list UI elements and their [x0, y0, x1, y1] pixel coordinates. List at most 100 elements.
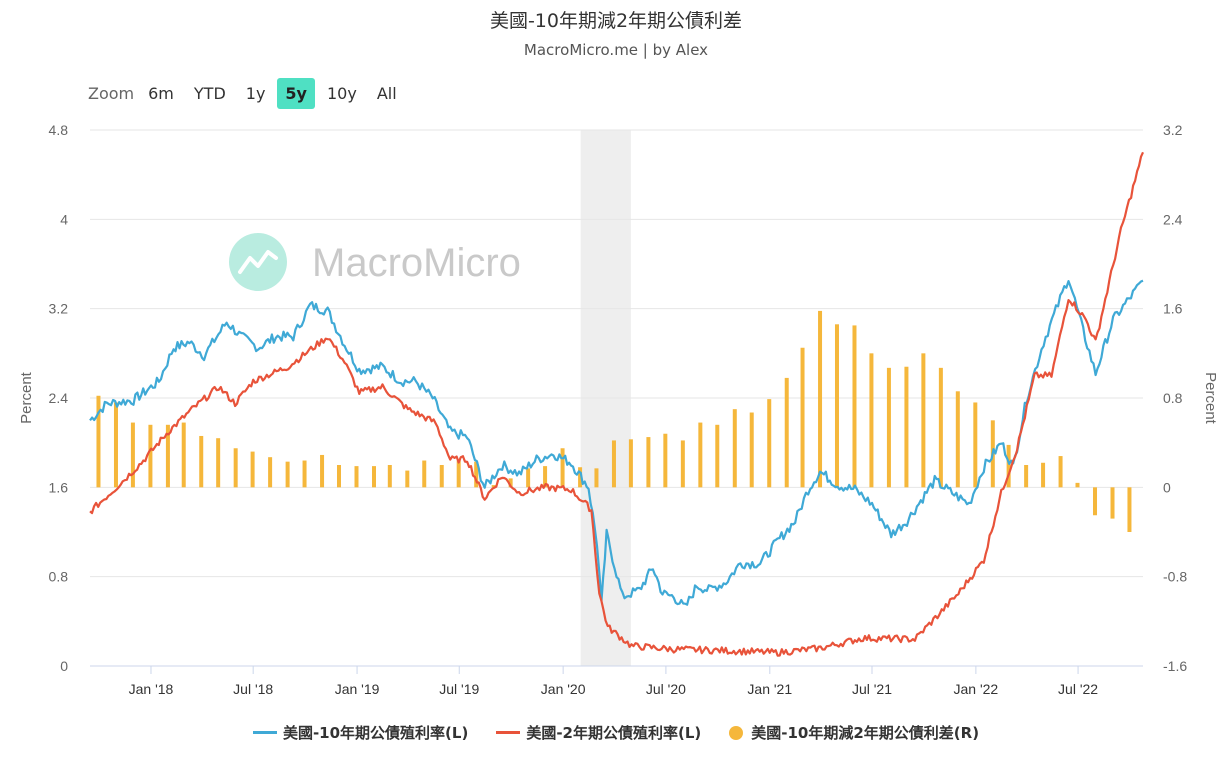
spread-bar — [216, 438, 221, 488]
spread-bar — [405, 470, 410, 488]
spread-bar — [268, 457, 273, 488]
zoom-selector: Zoom 6m YTD 1y 5y 10y All — [88, 78, 409, 109]
yield-lines — [89, 151, 1145, 657]
spread-bar — [594, 468, 599, 488]
legend-swatch-us2y — [496, 731, 521, 734]
zoom-all-button[interactable]: All — [376, 84, 397, 103]
legend-swatch-us10y — [252, 731, 277, 734]
right-axis-tick-label: -1.6 — [1163, 658, 1187, 674]
spread-bar — [1058, 456, 1063, 488]
spread-bar — [165, 424, 170, 488]
spread-bar — [474, 461, 479, 488]
spread-bar — [834, 324, 839, 488]
spread-bar — [1093, 487, 1098, 516]
legend-swatch-spread — [729, 725, 744, 740]
spread-bar — [387, 465, 392, 488]
spread-bar — [422, 460, 427, 488]
spread-bar — [938, 367, 943, 488]
spread-bar — [1041, 462, 1046, 488]
spread-bar — [526, 468, 531, 488]
spread-bar — [508, 478, 513, 488]
spread-bar — [869, 353, 874, 488]
x-axis-tick-label: Jan '21 — [747, 681, 792, 697]
x-axis-tick-label: Jan '18 — [129, 681, 174, 697]
spread-bar — [715, 424, 720, 488]
spread-bar — [784, 377, 789, 488]
spread-bar — [800, 347, 805, 488]
spread-bar — [578, 467, 583, 488]
spread-bar — [904, 366, 909, 488]
left-axis-tick-label: 0.8 — [49, 569, 69, 585]
spread-bar — [852, 325, 857, 488]
spread-bar — [181, 422, 186, 488]
x-axis-tick-label: Jul '19 — [439, 681, 479, 697]
spread-bar — [767, 399, 772, 488]
left-axis-tick-label: 2.4 — [49, 390, 69, 406]
spread-bar — [611, 440, 616, 488]
legend-item-us10y[interactable]: 美國-10年期公債殖利率(L) — [252, 722, 469, 743]
right-axis-tick-label: 2.4 — [1163, 211, 1183, 227]
right-axis-tick-label: 1.6 — [1163, 301, 1183, 317]
left-axis-tick-label: 4.8 — [49, 122, 69, 138]
spread-bar — [1075, 482, 1080, 488]
x-axis-tick-label: Jan '22 — [954, 681, 999, 697]
x-axis-tick-label: Jul '18 — [233, 681, 273, 697]
spread-bar — [1127, 487, 1132, 532]
x-axis-tick-label: Jan '19 — [335, 681, 380, 697]
right-axis-title: Percent — [1202, 372, 1219, 425]
spread-bar — [354, 466, 359, 488]
legend-item-spread[interactable]: 美國-10年期減2年期公債利差(R) — [729, 722, 979, 743]
zoom-ytd-button[interactable]: YTD — [193, 84, 226, 103]
spread-bar — [818, 310, 823, 488]
zoom-label: Zoom — [88, 84, 135, 103]
spread-bar — [628, 439, 633, 488]
spread-bar — [732, 409, 737, 488]
spread-bar — [543, 466, 548, 488]
spread-bar — [680, 440, 685, 488]
x-axis-tick-label: Jul '20 — [646, 681, 686, 697]
spread-bar — [439, 465, 444, 488]
legend: 美國-10年期公債殖利率(L) 美國-2年期公債殖利率(L) 美國-10年期減2… — [0, 722, 1232, 743]
legend-item-us2y[interactable]: 美國-2年期公債殖利率(L) — [496, 722, 701, 743]
spread-bar — [886, 367, 891, 488]
spread-bar — [1024, 465, 1029, 488]
left-axis-tick-label: 4 — [60, 211, 68, 227]
x-axis-ticks: Jan '18 Jul '18 Jan '19 Jul '19 Jan '20 Jul '… — [90, 665, 1143, 697]
spread-bars — [96, 310, 1132, 532]
spread-bar — [560, 448, 565, 488]
spread-bar — [973, 402, 978, 488]
watermark-text: MacroMicro — [312, 241, 521, 285]
spread-bar — [233, 448, 238, 488]
spread-bar — [491, 485, 496, 488]
left-axis-tick-label: 0 — [60, 658, 68, 674]
zoom-1y-button[interactable]: 1y — [245, 84, 266, 103]
spread-bar — [1006, 444, 1011, 488]
x-axis-tick-label: Jul '22 — [1058, 681, 1098, 697]
spread-bar — [456, 460, 461, 488]
spread-bar — [250, 451, 255, 488]
spread-bar — [302, 460, 307, 488]
spread-bar — [955, 391, 960, 488]
zoom-10y-button[interactable]: 10y — [326, 84, 357, 103]
left-axis-title: Percent — [18, 371, 35, 424]
chart-title: 美國-10年期減2年期公債利差 — [489, 10, 743, 32]
left-axis-tick-label: 1.6 — [49, 479, 69, 495]
chart-subtitle: MacroMicro.me | by Alex — [523, 41, 709, 59]
legend-label-spread: 美國-10年期減2年期公債利差(R) — [751, 724, 980, 742]
zoom-5y-button[interactable]: 5y — [277, 78, 315, 109]
spread-bar — [663, 433, 668, 488]
us10y-line — [89, 279, 1144, 606]
chart-area: MacroMicro 0 0.8 1.6 2.4 3.2 4 4.8 -1.6 -0.8 0 0.… — [18, 122, 1219, 697]
watermark-logo-icon — [229, 233, 287, 291]
legend-label-us2y: 美國-2年期公債殖利率(L) — [526, 724, 702, 742]
spread-bar — [199, 435, 204, 488]
zoom-6m-button[interactable]: 6m — [148, 84, 174, 103]
legend-label-us10y: 美國-10年期公債殖利率(L) — [282, 724, 469, 742]
spread-bar — [336, 465, 341, 488]
right-axis-ticks: -1.6 -0.8 0 0.8 1.6 2.4 3.2 — [1163, 122, 1187, 674]
right-axis-tick-label: 0.8 — [1163, 390, 1183, 406]
spread-bar — [646, 437, 651, 488]
spread-bar — [320, 454, 325, 488]
right-axis-tick-label: 3.2 — [1163, 122, 1183, 138]
x-axis-tick-label: Jul '21 — [852, 681, 892, 697]
